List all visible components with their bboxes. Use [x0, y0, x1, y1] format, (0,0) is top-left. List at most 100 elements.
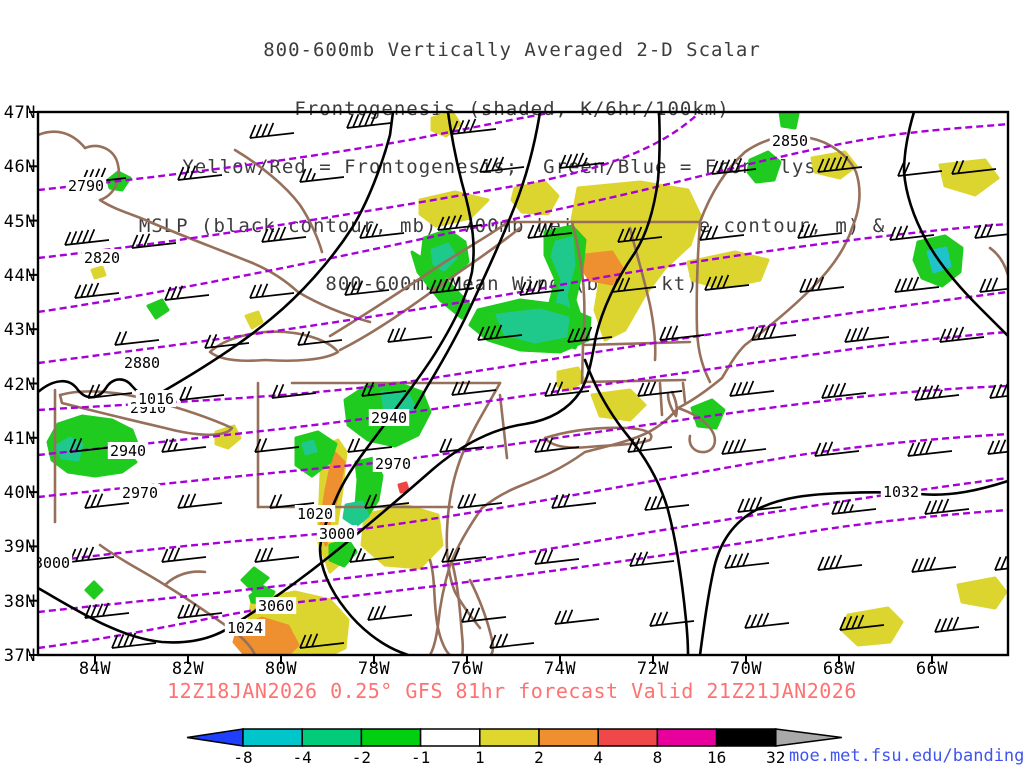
geo-border — [163, 570, 207, 587]
wind-barb — [74, 282, 120, 299]
lat-label: 47N — [3, 103, 36, 123]
height-contour — [38, 222, 1008, 365]
lon-label: 80W — [264, 659, 298, 679]
wind-barb — [704, 274, 750, 291]
wind-barb — [551, 493, 597, 509]
contour-label-box — [65, 177, 107, 194]
wind-barb — [477, 324, 523, 341]
wind-barb — [64, 228, 110, 246]
wind-barb — [114, 330, 160, 346]
wind-barb — [177, 603, 223, 619]
mslp-contour — [698, 479, 1008, 655]
wind-barb — [611, 277, 657, 293]
colorbar-tick: -2 — [351, 748, 372, 767]
shaded-region-green — [84, 580, 104, 600]
wind-barb — [161, 437, 207, 453]
wind-barb — [441, 547, 487, 563]
lat-label: 39N — [3, 537, 36, 558]
colorbar-tick: 8 — [652, 748, 663, 767]
wind-barb — [527, 222, 573, 239]
wind-barb — [934, 616, 980, 633]
wind-barb — [254, 547, 300, 563]
wind-barb — [897, 161, 943, 177]
wind-barb — [711, 157, 757, 175]
wind-barb — [361, 381, 407, 397]
height-contour — [38, 330, 1008, 457]
wind-barb — [817, 554, 863, 571]
title-line-1: 800-600mb Vertically Averaged 2-D Scalar — [263, 39, 761, 61]
wind-barb — [839, 614, 885, 631]
colorbar-tick: 32 — [766, 748, 786, 767]
wind-barb — [721, 438, 767, 455]
lon-label: 70W — [729, 659, 763, 679]
geo-border — [428, 406, 680, 655]
shaded-region-yellow — [956, 576, 1008, 610]
wind-barb — [87, 383, 133, 399]
wind-barb — [534, 549, 580, 565]
colorbar-right-arrow — [775, 728, 842, 747]
lat-label: 41N — [3, 428, 36, 449]
geo-border — [428, 558, 452, 655]
wind-barb — [479, 156, 525, 173]
wind-barb — [544, 381, 590, 397]
wind-barb — [271, 383, 317, 399]
wind-barb — [161, 547, 207, 563]
wind-barb — [346, 112, 392, 129]
contour-label: 2940 — [371, 409, 407, 427]
geo-border — [498, 393, 509, 460]
geo-border — [233, 148, 324, 254]
height-contour — [38, 384, 1008, 499]
lat-label: 42N — [3, 374, 36, 395]
wind-barb — [797, 223, 843, 239]
geo-border — [581, 340, 692, 347]
lon-label: 76W — [450, 659, 484, 679]
shaded-region-green — [146, 298, 170, 320]
shaded-region-teal — [54, 436, 84, 462]
mslp-contour — [38, 112, 661, 644]
shaded-region-green — [746, 150, 782, 184]
wind-barb — [744, 612, 790, 629]
contour-label-box — [119, 484, 161, 501]
wind-barb — [987, 439, 1008, 455]
geo-border — [208, 330, 340, 363]
contour-label-box — [135, 390, 177, 407]
wind-barb — [989, 383, 1008, 399]
mslp-contour — [583, 358, 690, 655]
contour-label-box — [372, 455, 414, 472]
wind-barb — [111, 632, 157, 649]
wind-barb — [629, 551, 675, 567]
contour-label-box — [255, 597, 297, 614]
wind-barb — [534, 437, 580, 453]
shaded-region-teal — [495, 308, 570, 344]
height-contour — [38, 112, 556, 192]
wind-barb — [617, 226, 663, 243]
wind-barb — [461, 607, 507, 623]
lat-label: 37N — [3, 646, 36, 666]
contour-label: 3000 — [319, 525, 355, 543]
contour-label-box — [38, 554, 73, 571]
wind-barb — [269, 493, 315, 509]
wind-barb — [649, 611, 695, 627]
geo-border — [628, 226, 657, 362]
wind-barb — [567, 326, 613, 343]
shaded-region-yellow — [810, 150, 858, 180]
shaded-region-yellow — [510, 180, 560, 216]
geo-border — [445, 381, 502, 630]
contour-label: 3060 — [258, 597, 294, 615]
wind-barb — [637, 381, 683, 397]
geo-border — [98, 543, 257, 655]
wind-barb — [437, 214, 483, 231]
source-url-link[interactable]: moe.met.fsu.edu/banding — [789, 746, 1024, 766]
wind-barb — [724, 552, 770, 569]
wind-barb — [451, 380, 497, 396]
wind-barb — [344, 280, 390, 296]
contour-label: 2940 — [110, 442, 146, 460]
contour-label: 2850 — [772, 132, 808, 150]
colorbar-segment — [479, 728, 540, 747]
wind-barb — [439, 437, 485, 453]
wind-barb — [894, 276, 940, 293]
wind-barb — [814, 441, 860, 457]
shaded-region-teal — [301, 439, 318, 456]
